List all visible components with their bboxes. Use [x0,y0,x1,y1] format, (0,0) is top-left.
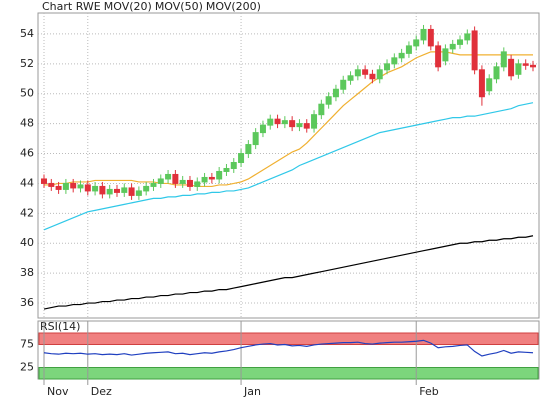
chart-title: Chart RWE [42,0,101,13]
candle-body [194,181,201,187]
legend-entry: MOV(200) [206,0,261,13]
candle-body [413,39,420,47]
candle-body [267,118,274,126]
candle-body [435,45,442,68]
candle-body [252,132,259,146]
candle-body [165,173,172,180]
candle-body [245,144,252,155]
rsi-label: RSI(14) [40,320,80,333]
candle-body [471,30,478,71]
candle-body [281,120,288,125]
candle-body [157,178,164,184]
candle-body [332,88,339,98]
y-tick-label: 38 [20,266,34,279]
moving-average-line [44,51,533,188]
y-tick-label: 42 [20,206,34,219]
candle-body [208,176,215,180]
candle-body [172,173,179,184]
rsi-oversold-band [38,367,539,380]
candle-body [150,182,157,187]
y-tick-label: 48 [20,117,34,130]
candle-body [216,170,223,180]
y-tick-label: 46 [20,147,34,160]
candle-body [515,63,522,75]
moving-average-line [43,102,534,231]
legend: Chart RWE MOV(20) MOV(50) MOV(200) [42,0,261,13]
candle-body [311,114,318,129]
candle-body [201,176,208,183]
candle-body [223,167,230,172]
candle-body [48,182,55,187]
candle-body [325,96,332,105]
plot-frame [37,12,540,319]
y-tick-label: 54 [20,27,34,40]
candle-body [128,187,135,196]
candle-body [77,184,84,189]
candle-body [464,33,471,41]
candle-body [289,120,296,128]
legend-entry: MOV(50) [155,0,203,13]
candle-body [230,162,237,169]
candle-body [427,28,434,47]
candle-body [84,184,91,192]
candle-body [318,103,325,116]
candle-body [121,187,128,193]
candle-body [478,69,485,98]
candle-body [354,69,361,77]
rsi-line [43,339,534,357]
candle-body [420,28,427,41]
x-tick-label: Jan [243,385,261,398]
x-tick-label: Feb [419,385,438,398]
rsi-overbought-band [38,332,539,345]
candle-body [376,69,383,80]
candle-body [303,123,310,129]
rsi-tick-label: 25 [20,361,34,374]
candle-body [55,185,62,190]
candle-body [442,48,449,62]
candle-body [391,57,398,65]
candle-body [70,182,77,189]
candle-body [135,190,142,196]
legend-entry: MOV(20) [104,0,152,13]
candle-body [62,182,69,190]
candle-body [522,63,529,66]
candle-body [259,124,266,134]
candle-body [347,75,354,81]
candle-body [92,185,99,192]
rsi-tick-label: 75 [20,338,34,351]
y-tick-label: 50 [20,87,34,100]
candle-body [369,73,376,80]
y-tick-label: 36 [20,296,34,309]
y-tick-label: 40 [20,236,34,249]
candle-body [186,179,193,187]
candle-body [143,185,150,192]
candle-body [398,52,405,59]
x-tick-label: Nov [47,385,69,398]
candle-body [449,43,456,50]
candle-body [493,66,500,80]
candle-body [405,45,412,54]
candle-body [457,39,464,45]
candle-body [179,179,186,184]
candle-body [508,58,515,77]
candle-body [486,78,493,92]
candle-body [238,153,245,164]
x-tick-label: Dez [91,385,112,398]
candle-body [113,188,120,193]
y-tick-label: 44 [20,176,34,189]
candle-body [296,123,303,128]
moving-average-line [43,235,534,310]
candle-body [106,188,113,195]
candle-body [99,185,106,195]
candle-body [500,51,507,68]
candle-body [274,118,281,125]
candle-body [41,178,47,184]
candle-body [362,69,369,75]
candle-body [340,79,347,90]
candle-body [530,64,536,68]
candle-body [384,63,391,71]
y-tick-label: 52 [20,57,34,70]
